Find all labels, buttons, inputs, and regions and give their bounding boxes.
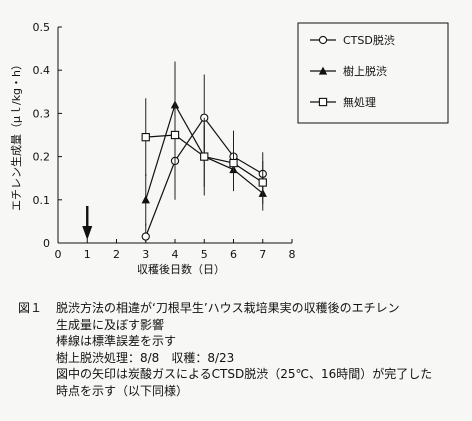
x-tick-label: 8 <box>289 248 296 261</box>
figure-caption: 図１ 脱渋方法の相違が‘刀根早生’ハウス栽培果実の収穫後のエチレン 生成量に及ぼ… <box>18 300 466 399</box>
legend-label: CTSD脱渋 <box>343 33 395 47</box>
circle-marker <box>318 35 328 45</box>
y-axis-ticks: 0 0.1 0.2 0.3 0.4 0.5 <box>33 21 62 250</box>
legend-item: 樹上脱渋 <box>310 64 387 78</box>
y-tick-label: 0.1 <box>33 194 51 207</box>
triangle-marker <box>141 195 150 204</box>
caption-line: 樹上脱渋処理：8/8 収穫：8/23 <box>56 350 235 365</box>
legend-item: 無処理 <box>310 95 376 109</box>
x-axis-ticks: 0 1 2 3 4 5 6 7 8 <box>55 239 296 261</box>
plot-area <box>141 61 267 243</box>
caption-line: 生成量に及ぼす影響 <box>56 317 165 332</box>
arrow-head <box>82 226 93 240</box>
legend-label: 樹上脱渋 <box>343 64 387 78</box>
y-tick-label: 0.3 <box>33 107 51 120</box>
x-tick-label: 3 <box>142 248 149 261</box>
x-axis-label: 収穫後日数（日） <box>137 262 225 276</box>
y-axis-label: エチレン生成量（μｌ/kg・h） <box>9 59 23 211</box>
ethylene-line-chart: 0 0.1 0.2 0.3 0.4 0.5 0 1 2 3 4 5 6 7 8 エチレン生成量（μｌ/kg… <box>9 21 449 276</box>
square-marker <box>258 178 267 187</box>
figure-number: 図１ <box>18 301 43 315</box>
triangle-marker <box>318 66 328 75</box>
x-tick-label: 6 <box>230 248 237 261</box>
square-marker <box>170 130 180 140</box>
legend-label: 無処理 <box>343 95 376 109</box>
caption-line: 時点を示す（以下同様） <box>56 383 189 398</box>
y-tick-label: 0.4 <box>33 64 51 77</box>
y-tick-label: 0.5 <box>33 21 51 34</box>
caption-line: 図中の矢印は炭酸ガスによるCTSD脱渋（25℃、16時間）が完了した <box>56 367 433 381</box>
y-tick-label: 0 <box>43 237 50 250</box>
square-marker <box>229 158 238 168</box>
x-tick-label: 4 <box>172 248 179 261</box>
caption-line: 脱渋方法の相違が‘刀根早生’ハウス栽培果実の収穫後のエチレン <box>56 301 400 315</box>
y-tick-label: 0.2 <box>33 151 51 164</box>
caption-lines: 脱渋方法の相違が‘刀根早生’ハウス栽培果実の収穫後のエチレン 生成量に及ぼす影響… <box>56 300 466 399</box>
circle-marker <box>141 232 150 241</box>
series-3 <box>141 91 267 205</box>
caption-line: 棒線は標準誤差を示す <box>56 334 177 348</box>
x-tick-label: 5 <box>201 248 208 261</box>
x-tick-label: 0 <box>55 248 62 261</box>
x-tick-label: 1 <box>84 248 91 261</box>
legend-item: CTSD脱渋 <box>310 33 395 47</box>
x-tick-label: 7 <box>259 248 266 261</box>
legend-box <box>297 22 449 124</box>
ctsd-completion-arrow <box>82 206 93 240</box>
square-marker <box>200 152 209 161</box>
x-tick-label: 2 <box>113 248 120 261</box>
square-marker <box>141 133 150 142</box>
square-marker <box>318 97 328 107</box>
